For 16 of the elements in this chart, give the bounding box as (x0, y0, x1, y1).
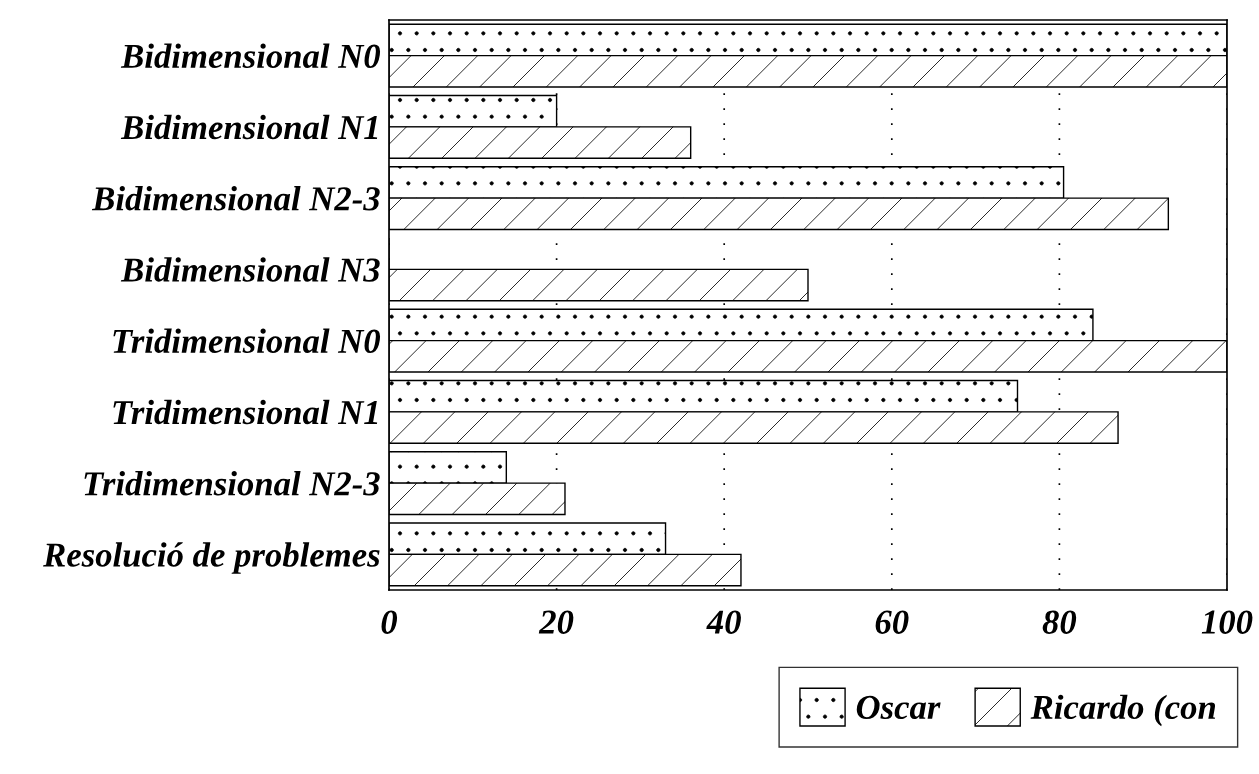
x-tick-label: 0 (381, 610, 398, 634)
y-tick-label: Resolució de problemes (43, 542, 380, 574)
x-tick-label: 40 (706, 610, 741, 634)
y-tick-label: Bidimensional N3 (120, 257, 380, 282)
x-tick-label: 60 (875, 610, 909, 634)
legend-label: Oscar (856, 695, 941, 720)
x-tick-label: 20 (538, 610, 574, 634)
y-tick-label: Tridimensional N1 (113, 399, 378, 425)
x-tick-label: 100 (1201, 610, 1253, 634)
legend-label: Ricardo (con (1030, 694, 1216, 727)
y-tick-label: Bidimensional N1 (120, 114, 378, 140)
y-tick-label: Tridimensional N2-3 (84, 471, 380, 496)
x-tick-label: 80 (1042, 610, 1077, 634)
y-tick-label: Bidimensional N2-3 (91, 186, 380, 211)
y-tick-label: Bidimensional N0 (120, 43, 381, 69)
y-tick-label: Tridimensional N0 (113, 328, 381, 354)
